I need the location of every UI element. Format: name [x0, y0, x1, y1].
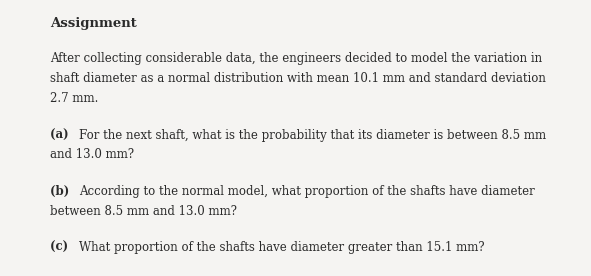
Text: shaft diameter as a normal distribution with mean 10.1 mm and standard deviation: shaft diameter as a normal distribution … — [50, 72, 546, 85]
Text: After collecting considerable data, the engineers decided to model the variation: After collecting considerable data, the … — [50, 52, 543, 65]
Text: (c): (c) — [50, 241, 73, 254]
Text: and 13.0 mm?: and 13.0 mm? — [50, 148, 134, 161]
Text: For the next shaft, what is the probability that its diameter is between 8.5 mm: For the next shaft, what is the probabil… — [79, 129, 545, 142]
Text: between 8.5 mm and 13.0 mm?: between 8.5 mm and 13.0 mm? — [50, 205, 237, 218]
Text: Assignment: Assignment — [50, 17, 137, 30]
Text: What proportion of the shafts have diameter greater than 15.1 mm?: What proportion of the shafts have diame… — [79, 241, 484, 254]
Text: According to the normal model, what proportion of the shafts have diameter: According to the normal model, what prop… — [79, 185, 534, 198]
Text: (b): (b) — [50, 185, 74, 198]
Text: (a): (a) — [50, 129, 73, 142]
Text: 2.7 mm.: 2.7 mm. — [50, 92, 99, 105]
